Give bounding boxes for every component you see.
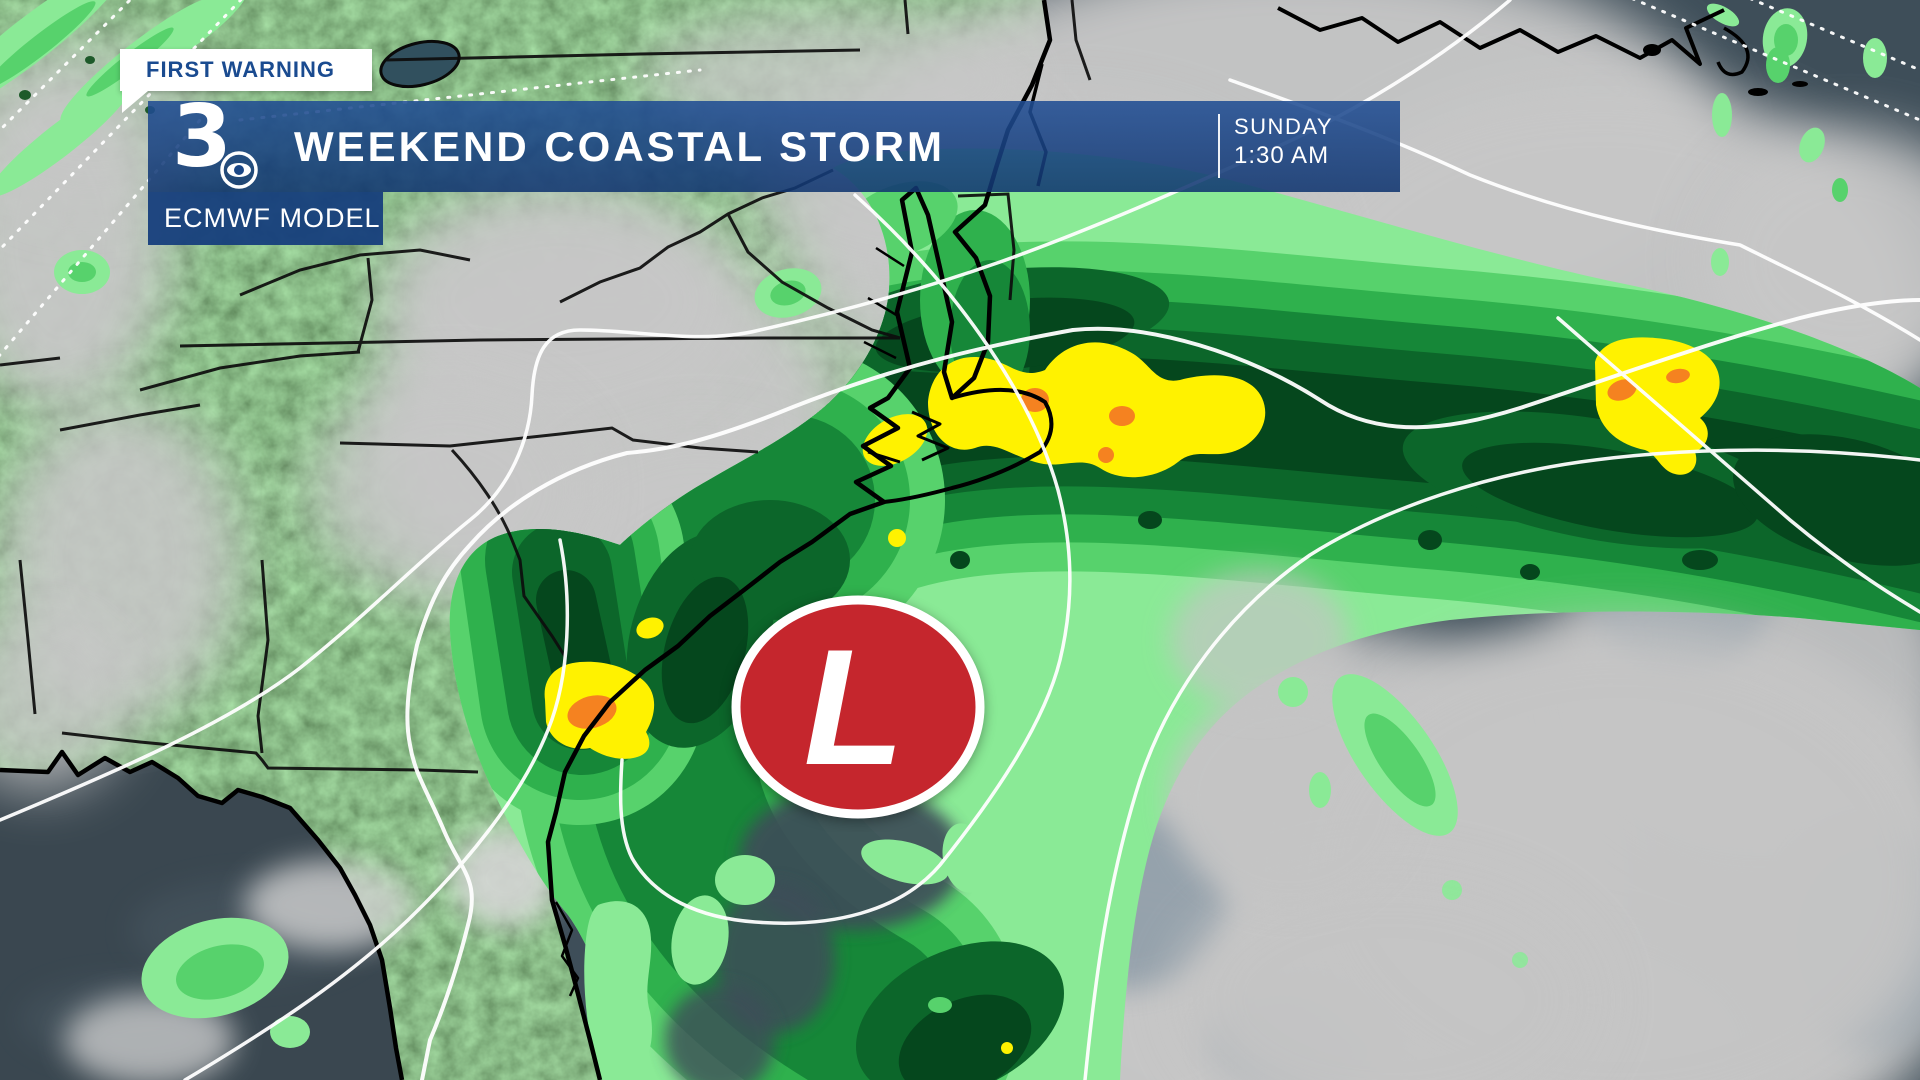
tab-tail xyxy=(122,91,148,113)
timestamp: SUNDAY 1:30 AM xyxy=(1234,113,1333,171)
first-warning-tab: FIRST WARNING xyxy=(120,49,372,91)
outer-banks xyxy=(883,387,1054,504)
new-england-coast xyxy=(1277,6,1725,66)
lake xyxy=(379,39,461,89)
channel-3-logo: 3 xyxy=(166,87,276,192)
northeast-precip-specks xyxy=(1706,3,1887,276)
low-pressure-marker: L xyxy=(731,595,985,819)
timestamp-time: 1:30 AM xyxy=(1234,141,1330,169)
timestamp-day: SUNDAY xyxy=(1234,114,1334,139)
state-borders xyxy=(0,0,1092,774)
title-banner: 3 WEEKEND COASTAL STORM SUNDAY 1:30 AM xyxy=(148,87,1400,192)
first-warning-label: FIRST WARNING xyxy=(146,57,335,82)
low-pressure-letter: L xyxy=(804,615,905,799)
banner-divider xyxy=(1218,114,1220,178)
model-label: ECMWF MODEL xyxy=(164,203,381,233)
model-label-box: ECMWF MODEL xyxy=(148,192,383,245)
heavy-rain-cores xyxy=(544,337,1720,1054)
cbs-eye-icon xyxy=(220,151,258,189)
page-title: WEEKEND COASTAL STORM xyxy=(294,122,946,170)
